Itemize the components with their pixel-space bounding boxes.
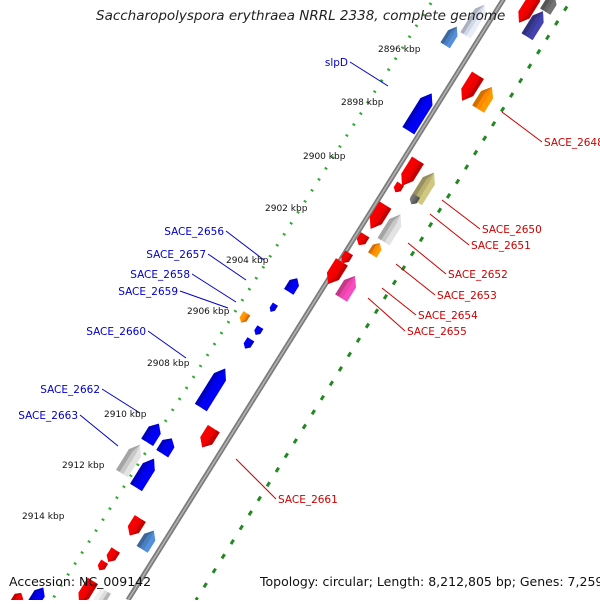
forward-gene-label[interactable]: SACE_2660 [86,326,146,338]
gene-arrow [136,530,156,553]
gene-arrow [341,250,353,264]
gene-arrow [243,337,255,349]
forward-gene-label[interactable]: SACE_2657 [146,249,206,261]
gene-arrow [127,515,146,536]
forward-gene-label[interactable]: SACE_2663 [18,410,78,422]
gene-arrow [540,0,557,15]
tick-label: 2914 kbp [22,512,65,522]
reverse-leader-line [395,263,436,296]
gene-arrow [401,156,424,186]
tick-label: 2908 kbp [147,359,190,369]
reverse-gene-label[interactable]: SACE_2651 [471,240,531,252]
reverse-leader-line [429,213,470,246]
gene-arrow [10,592,24,604]
tick-label: 2912 kbp [62,461,105,471]
outer-dotted-track [50,0,435,601]
forward-gene-label[interactable]: slpD [325,57,348,69]
forward-leader-line [147,330,187,359]
gene-arrow [393,181,405,193]
reverse-leader-line [441,199,481,230]
gene-arrow [27,587,45,604]
forward-gene-label[interactable]: SACE_2659 [118,286,178,298]
gene-arrow [78,577,98,604]
genome-summary-text: Topology: circular; Length: 8,212,805 bp… [260,574,600,589]
sace-2663-gene-arrow [116,444,141,478]
sace-2651-gene-arrow [369,201,392,229]
gene-arrow [440,26,458,49]
gene-arrow [377,214,402,246]
sace-2653-gene-arrow [326,258,348,285]
forward-leader-line [349,61,389,87]
reverse-gene-label[interactable]: SACE_2655 [407,326,467,338]
sace-2648-gene-arrow [472,86,494,113]
gene-arrow [521,11,544,41]
forward-leader-line [191,273,237,303]
forward-leader-line [179,290,229,309]
slpd-gene-arrow [402,93,433,135]
sace-2652-gene-arrow [356,232,370,246]
reverse-gene-label[interactable]: SACE_2661 [278,494,338,506]
sace-2654-gene-arrow [335,275,357,302]
sace-2662-gene-arrow [141,423,161,447]
gene-arrow [130,458,155,492]
reverse-leader-line [381,287,417,316]
tick-label: 2904 kbp [226,256,269,266]
accession-text: Accession: NC_009142 [9,574,152,589]
reverse-leader-line [501,111,543,143]
reverse-gene-label[interactable]: SACE_2650 [482,224,542,236]
reverse-gene-label[interactable]: SACE_2654 [418,310,478,322]
gene-arrow [409,193,421,205]
reverse-leader-line [367,297,406,332]
gene-arrow [518,0,541,23]
gene-arrow [97,559,109,571]
forward-gene-label[interactable]: SACE_2662 [40,384,100,396]
gene-arrow [106,547,120,562]
forward-leader-line [79,414,119,447]
gene-arrow [93,587,111,604]
reverse-gene-label[interactable]: SACE_2652 [448,269,508,281]
forward-leader-line [207,253,247,281]
sace-2661-gene-arrow [200,424,220,448]
gene-arrow [460,4,486,39]
gene-arrow [156,438,175,458]
tick-label: 2900 kbp [303,152,346,162]
tick-label: 2898 kbp [341,98,384,108]
tick-label: 2902 kbp [265,204,308,214]
reverse-gene-label[interactable]: SACE_2653 [437,290,497,302]
tick-label: 2910 kbp [104,410,147,420]
map-title: Saccharopolyspora erythraea NRRL 2338, c… [96,8,506,24]
tick-label: 2906 kbp [187,307,230,317]
reverse-gene-label[interactable]: SACE_2648 [544,137,600,149]
forward-leader-line [101,388,141,414]
forward-leader-line [225,230,265,261]
sace-2656-gene-arrow [284,278,299,295]
forward-gene-label[interactable]: SACE_2656 [164,226,224,238]
reverse-leader-line [235,458,277,500]
tick-label: 2896 kbp [378,45,421,55]
sace-2658-gene-arrow [239,311,251,323]
sace-2657-gene-arrow [269,302,278,312]
sace-2652-gene-arrow [368,243,382,258]
reverse-leader-line [407,242,447,275]
gene-arrow [461,71,484,101]
forward-gene-label[interactable]: SACE_2658 [130,269,190,281]
sace-2659-gene-arrow [254,325,264,335]
inner-dotted-track [194,0,573,601]
sace-2660-gene-arrow [194,368,226,412]
